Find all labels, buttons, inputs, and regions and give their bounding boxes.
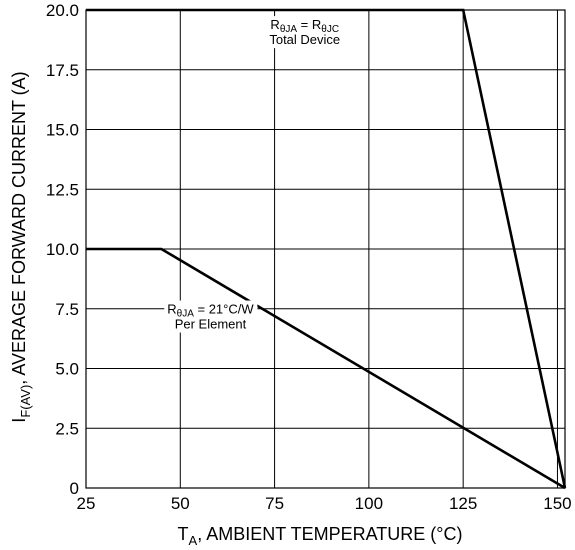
y-tick-label: 10.0 — [46, 240, 79, 259]
y-tick-label: 15.0 — [46, 121, 79, 140]
y-axis-title-rest: , AVERAGE FORWARD CURRENT (A) — [9, 71, 29, 384]
x-tick-label: 50 — [171, 494, 190, 513]
y-tick-label: 7.5 — [55, 300, 79, 319]
plot-frame — [85, 9, 566, 489]
x-axis-title-sub: A — [189, 533, 198, 548]
x-axis-title: TA, AMBIENT TEMPERATURE (°C) — [178, 524, 463, 548]
x-axis-title-main: T — [178, 524, 189, 544]
y-tick-label: 2.5 — [55, 419, 79, 438]
y-axis-title-sub: F(AV) — [18, 385, 33, 418]
annotation-text-line: Total Device — [269, 32, 340, 47]
x-tick-label: 125 — [449, 494, 477, 513]
y-tick-label: 5.0 — [55, 360, 79, 379]
x-tick-label: 75 — [265, 494, 284, 513]
annotation-background — [266, 16, 344, 49]
x-tick-label: 25 — [77, 494, 96, 513]
grid — [86, 10, 565, 488]
y-tick-label: 17.5 — [46, 61, 79, 80]
annotation-text-line: RθJA = RθJC — [270, 17, 339, 35]
x-tick-label: 100 — [355, 494, 383, 513]
y-axis-title-main: I — [9, 418, 29, 423]
x-tick-label: 150 — [543, 494, 571, 513]
annotation-background — [164, 300, 258, 333]
series-line-2 — [86, 247, 566, 490]
y-axis-title: IF(AV), AVERAGE FORWARD CURRENT (A) — [9, 71, 33, 422]
annotation-text-line: RθJA = 21°C/W — [167, 302, 254, 320]
y-tick-label: 0 — [70, 479, 79, 498]
x-axis-title-rest: , AMBIENT TEMPERATURE (°C) — [197, 524, 462, 544]
y-tick-label: 12.5 — [46, 180, 79, 199]
y-tick-label: 20.0 — [46, 1, 79, 20]
tick-labels: 25 50 75 100 125 150 0 2.5 5.0 7.5 10.0 12.5 15.0 17.… — [46, 1, 572, 513]
annotation-text-line: Per Element — [175, 317, 247, 332]
